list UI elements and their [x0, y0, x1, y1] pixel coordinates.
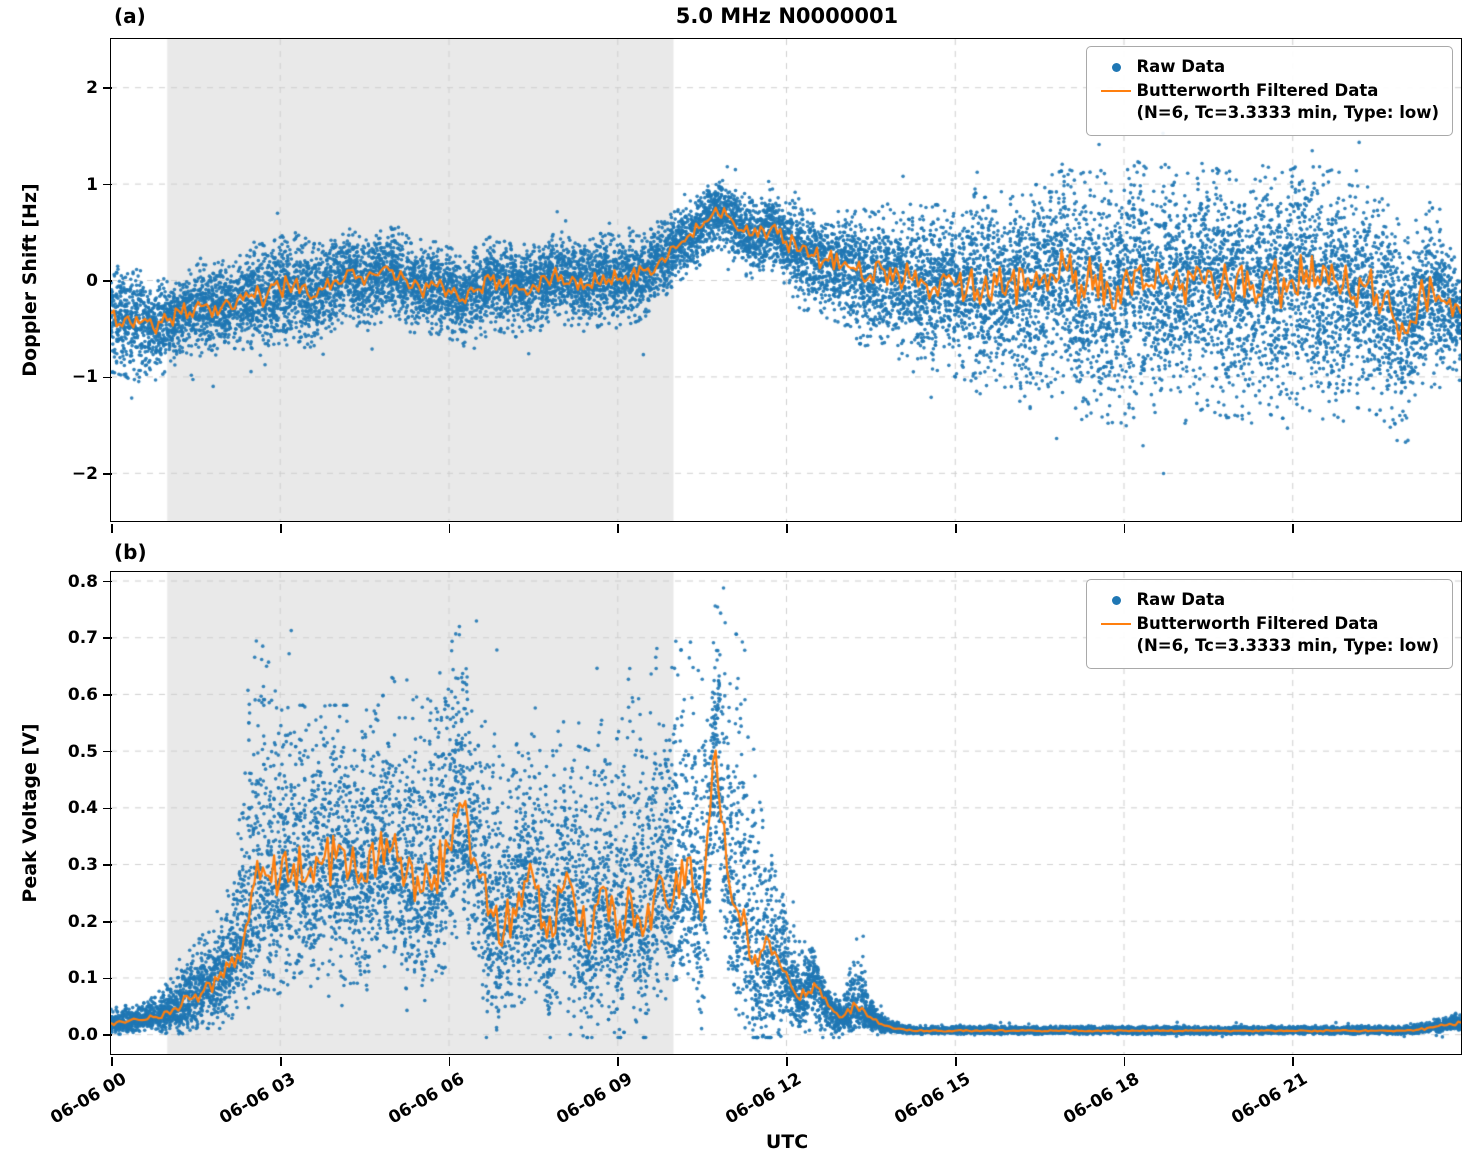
x-tick-label: 06-06 21 — [1228, 1069, 1312, 1129]
x-axis-tick — [111, 1056, 113, 1066]
y-tick-label: 0.2 — [67, 911, 98, 932]
voltage-axis-label: Peak Voltage [V] — [19, 723, 41, 903]
y-tick-label: 0.8 — [67, 571, 98, 592]
legend-filtered-label: Butterworth Filtered Data (N=6, Tc=3.333… — [1136, 80, 1439, 124]
figure-title: 5.0 MHz N0000001 — [675, 4, 899, 28]
panel-a-plot: Raw Data Butterworth Filtered Data (N=6,… — [110, 38, 1462, 522]
legend-a: Raw Data Butterworth Filtered Data (N=6,… — [1086, 46, 1453, 136]
y-tick-label: −1 — [71, 367, 98, 388]
x-axis-tick — [279, 523, 282, 533]
legend-raw-label: Raw Data — [1136, 57, 1226, 76]
legend-b: Raw Data Butterworth Filtered Data (N=6,… — [1086, 579, 1453, 669]
x-axis-tick — [1123, 1056, 1126, 1066]
x-tick-label: 06-06 06 — [384, 1069, 468, 1129]
y-tick-label: −2 — [71, 463, 98, 484]
legend-filtered-label: Butterworth Filtered Data (N=6, Tc=3.333… — [1136, 613, 1439, 657]
legend-filtered-label-line1: Butterworth Filtered Data — [1136, 614, 1379, 633]
x-axis-tick — [617, 1056, 620, 1066]
y-tick-label: 1 — [86, 174, 98, 195]
legend-raw-entry: Raw Data — [1096, 589, 1439, 611]
x-axis-tick — [448, 523, 451, 533]
y-tick-label: 0.1 — [67, 968, 98, 989]
raw-data-dot-icon — [1096, 56, 1136, 78]
panel-a-label: (a) — [114, 4, 146, 28]
x-axis-tick — [786, 523, 788, 533]
legend-filtered-label-line2: (N=6, Tc=3.3333 min, Type: low) — [1136, 102, 1439, 122]
legend-raw-label: Raw Data — [1136, 590, 1226, 609]
x-axis-tick — [954, 523, 957, 533]
legend-filtered-entry: Butterworth Filtered Data (N=6, Tc=3.333… — [1096, 80, 1439, 124]
y-tick-label: 0.7 — [67, 628, 98, 649]
legend-raw-entry: Raw Data — [1096, 56, 1439, 78]
y-tick-label: 0.4 — [67, 798, 98, 819]
doppler-axis-label: Doppler Shift [Hz] — [19, 183, 41, 377]
x-axis-tick — [279, 1056, 282, 1066]
panel-b-label: (b) — [114, 540, 147, 564]
filtered-data-line-icon — [1096, 80, 1136, 102]
x-axis-label: UTC — [765, 1131, 809, 1153]
x-axis-tick — [617, 523, 620, 533]
filtered-data-line-icon — [1096, 613, 1136, 635]
x-axis-tick — [111, 523, 113, 533]
y-tick-label: 2 — [86, 78, 98, 99]
x-tick-label: 06-06 00 — [47, 1069, 130, 1129]
y-tick-label: 0.0 — [67, 1025, 98, 1046]
y-tick-label: 0.5 — [67, 741, 98, 762]
x-axis-tick — [1123, 523, 1126, 533]
x-axis-tick — [786, 1056, 788, 1066]
x-axis-tick — [954, 1056, 957, 1066]
x-tick-label: 06-06 03 — [216, 1069, 299, 1129]
x-tick-label: 06-06 12 — [722, 1069, 805, 1129]
legend-filtered-label-line2: (N=6, Tc=3.3333 min, Type: low) — [1136, 635, 1439, 655]
legend-filtered-entry: Butterworth Filtered Data (N=6, Tc=3.333… — [1096, 613, 1439, 657]
x-axis-tick — [1292, 1056, 1295, 1066]
y-tick-label: 0.6 — [67, 684, 98, 705]
x-axis-tick — [448, 1056, 451, 1066]
y-tick-label: 0.3 — [67, 855, 98, 876]
x-tick-label: 06-06 15 — [891, 1069, 974, 1129]
x-axis-tick — [1292, 523, 1295, 533]
x-tick-label: 06-06 09 — [553, 1069, 637, 1129]
legend-filtered-label-line1: Butterworth Filtered Data — [1136, 81, 1379, 100]
x-tick-label: 06-06 18 — [1059, 1069, 1143, 1129]
y-tick-label: 0 — [86, 271, 98, 291]
panel-b-plot: Raw Data Butterworth Filtered Data (N=6,… — [110, 571, 1462, 1055]
raw-data-dot-icon — [1096, 589, 1136, 611]
